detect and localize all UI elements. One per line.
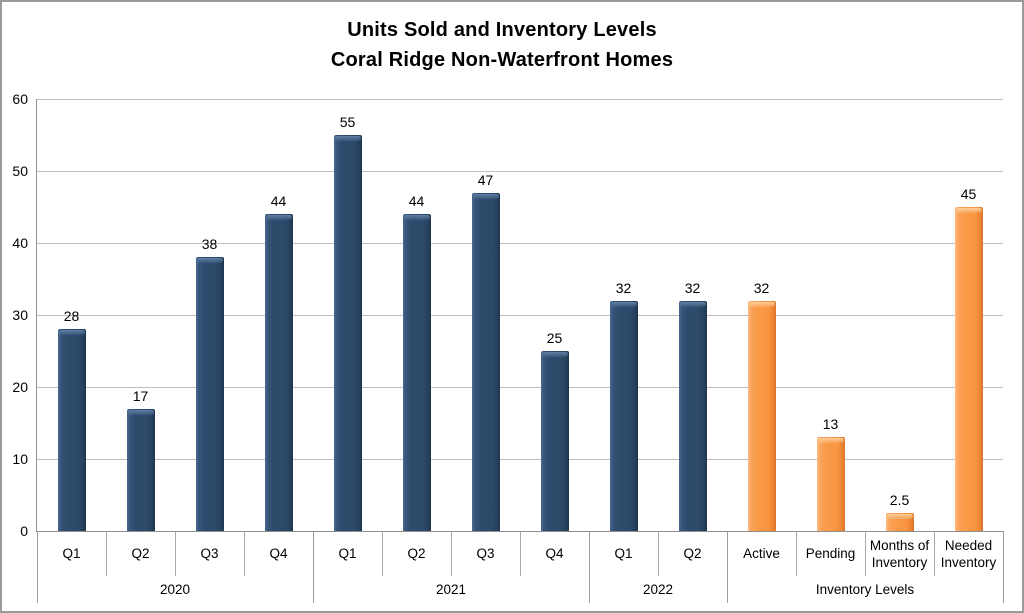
- bar-value-label: 38: [201, 236, 218, 252]
- bar-value-label: 32: [615, 280, 632, 296]
- category-separator: [106, 531, 107, 576]
- bar-value-label: 47: [477, 172, 494, 188]
- bar-value-label: 13: [822, 416, 839, 432]
- bar: [127, 409, 155, 531]
- bar-value-label: 28: [63, 308, 80, 324]
- y-tick-label: 0: [20, 523, 28, 539]
- category-separator: [451, 531, 452, 576]
- category-label: Pending: [805, 546, 856, 561]
- category-separator: [934, 531, 935, 576]
- group-label: 2021: [435, 581, 467, 597]
- gridline: [37, 459, 1003, 460]
- category-label: Q3: [200, 546, 219, 561]
- bar-value-label: 55: [339, 114, 356, 130]
- bar: [472, 193, 500, 531]
- category-separator: [382, 531, 383, 576]
- category-label: Active: [743, 546, 780, 561]
- category-label: Q4: [545, 546, 564, 561]
- bar: [403, 214, 431, 531]
- bar: [817, 437, 845, 531]
- category-separator: [658, 531, 659, 576]
- bar: [58, 329, 86, 531]
- y-tick-label: 50: [12, 163, 28, 179]
- group-separator: [313, 531, 314, 603]
- gridline: [37, 171, 1003, 172]
- group-separator: [37, 531, 38, 603]
- y-tick-label: 10: [12, 451, 28, 467]
- group-separator: [727, 531, 728, 603]
- bar-value-label: 17: [132, 388, 149, 404]
- bar-value-label: 25: [546, 330, 563, 346]
- chart-title-line2: Coral Ridge Non-Waterfront Homes: [330, 49, 674, 71]
- group-label: Inventory Levels: [815, 581, 915, 597]
- category-label: Q2: [683, 546, 702, 561]
- group-separator: [589, 531, 590, 603]
- y-axis-line: [36, 99, 37, 531]
- category-separator: [244, 531, 245, 576]
- category-label: Q3: [476, 546, 495, 561]
- x-axis-line: [36, 531, 1003, 532]
- bar: [334, 135, 362, 531]
- bar: [541, 351, 569, 531]
- y-tick-label: 20: [12, 379, 28, 395]
- bar: [886, 513, 914, 531]
- category-separator: [175, 531, 176, 576]
- category-label: Needed Inventory: [940, 537, 997, 570]
- category-label: Q1: [338, 546, 357, 561]
- bar-value-label: 44: [408, 193, 425, 209]
- category-label: Q1: [62, 546, 81, 561]
- bar-value-label: 32: [684, 280, 701, 296]
- bar-value-label: 32: [753, 280, 770, 296]
- group-separator: [1003, 531, 1004, 603]
- group-label: 2022: [642, 581, 674, 597]
- bar: [610, 301, 638, 531]
- category-separator: [520, 531, 521, 576]
- category-label: Q2: [407, 546, 426, 561]
- bar-value-label: 44: [270, 193, 287, 209]
- category-label: Months of Inventory: [869, 537, 930, 570]
- bar-value-label: 2.5: [889, 492, 910, 508]
- category-label: Q1: [614, 546, 633, 561]
- y-tick-label: 30: [12, 307, 28, 323]
- chart-title-line1: Units Sold and Inventory Levels: [347, 19, 657, 41]
- category-label: Q2: [131, 546, 150, 561]
- y-tick-label: 60: [12, 91, 28, 107]
- gridline: [37, 99, 1003, 100]
- gridline: [37, 315, 1003, 316]
- gridline: [37, 387, 1003, 388]
- bar: [265, 214, 293, 531]
- chart-title: Units Sold and Inventory Levels Coral Ri…: [0, 15, 1004, 75]
- category-label: Q4: [269, 546, 288, 561]
- category-separator: [796, 531, 797, 576]
- category-separator: [865, 531, 866, 576]
- gridline: [37, 243, 1003, 244]
- bar-value-label: 45: [960, 186, 977, 202]
- bar: [679, 301, 707, 531]
- bar: [748, 301, 776, 531]
- y-tick-label: 40: [12, 235, 28, 251]
- bar: [196, 257, 224, 531]
- group-label: 2020: [159, 581, 191, 597]
- bar: [955, 207, 983, 531]
